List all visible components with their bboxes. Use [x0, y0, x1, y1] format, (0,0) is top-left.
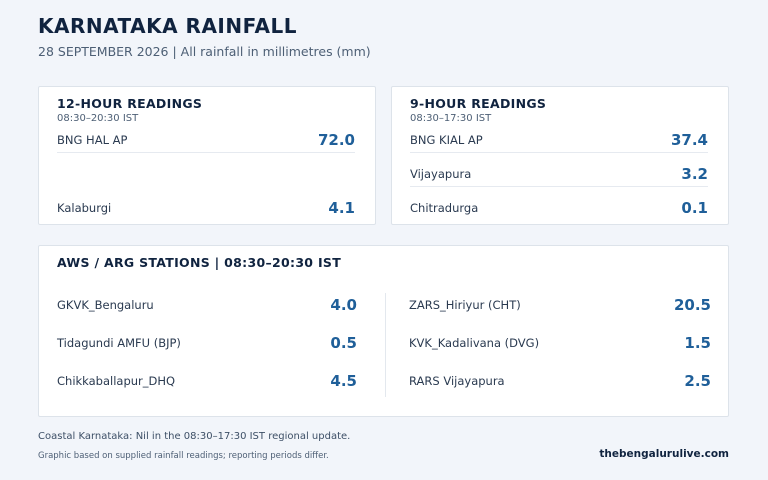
station-name: KVK_Kadalivana (DVG) — [409, 336, 540, 350]
column-divider — [385, 293, 386, 397]
reading-row: BNG HAL AP 72.0 — [57, 127, 355, 153]
aws-row: Chikkaballapur_DHQ 4.5 — [57, 369, 357, 393]
card-9-hour-readings: 9-HOUR READINGS 08:30–17:30 IST BNG KIAL… — [391, 86, 729, 225]
card-12-hour-readings: 12-HOUR READINGS 08:30–20:30 IST BNG HAL… — [38, 86, 376, 225]
card-period: 08:30–17:30 IST — [410, 113, 492, 124]
card-title: 9-HOUR READINGS — [410, 96, 547, 111]
disclaimer: Graphic based on supplied rainfall readi… — [38, 451, 329, 461]
aws-row: ZARS_Hiriyur (CHT) 20.5 — [409, 293, 711, 317]
rainfall-value: 0.1 — [681, 199, 708, 217]
aws-row: GKVK_Bengaluru 4.0 — [57, 293, 357, 317]
aws-row: KVK_Kadalivana (DVG) 1.5 — [409, 331, 711, 355]
rainfall-value: 72.0 — [317, 130, 355, 149]
coastal-note: Coastal Karnataka: Nil in the 08:30–17:3… — [38, 431, 351, 442]
station-name: BNG KIAL AP — [410, 132, 483, 147]
station-name: Tidagundi AMFU (BJP) — [57, 336, 181, 350]
station-name: Vijayapura — [410, 166, 472, 181]
page-subtitle: 28 SEPTEMBER 2026 | All rainfall in mill… — [38, 44, 371, 59]
rainfall-value: 1.5 — [684, 334, 711, 352]
rainfall-value: 20.5 — [673, 296, 711, 314]
reading-row: BNG KIAL AP 37.4 — [410, 127, 708, 153]
station-name: Chikkaballapur_DHQ — [57, 374, 176, 388]
card-title: 12-HOUR READINGS — [57, 96, 203, 111]
rainfall-value: 37.4 — [670, 130, 708, 149]
station-name: RARS Vijayapura — [409, 374, 505, 388]
station-name: Chitradurga — [410, 201, 479, 215]
reading-row: Kalaburgi 4.1 — [57, 195, 355, 221]
reading-row: Vijayapura 3.2 — [410, 161, 708, 187]
card-period: 08:30–20:30 IST — [57, 113, 139, 124]
rainfall-value: 0.5 — [330, 334, 357, 352]
rainfall-value: 3.2 — [681, 164, 708, 183]
station-name: ZARS_Hiriyur (CHT) — [409, 298, 521, 312]
brand-label: thebengalurulive.com — [599, 448, 729, 460]
card-aws-arg-stations: AWS / ARG STATIONS | 08:30–20:30 IST GKV… — [38, 245, 729, 417]
reading-row: Chitradurga 0.1 — [410, 195, 708, 221]
station-name: GKVK_Bengaluru — [57, 298, 154, 312]
card-title: AWS / ARG STATIONS | 08:30–20:30 IST — [57, 255, 342, 270]
rainfall-value: 2.5 — [684, 372, 711, 390]
rainfall-value: 4.1 — [328, 199, 355, 217]
station-name: BNG HAL AP — [57, 132, 128, 147]
rainfall-value: 4.5 — [330, 372, 357, 390]
aws-row: RARS Vijayapura 2.5 — [409, 369, 711, 393]
station-name: Kalaburgi — [57, 201, 112, 215]
rainfall-value: 4.0 — [330, 296, 357, 314]
aws-row: Tidagundi AMFU (BJP) 0.5 — [57, 331, 357, 355]
page-title: KARNATAKA RAINFALL — [38, 14, 297, 38]
